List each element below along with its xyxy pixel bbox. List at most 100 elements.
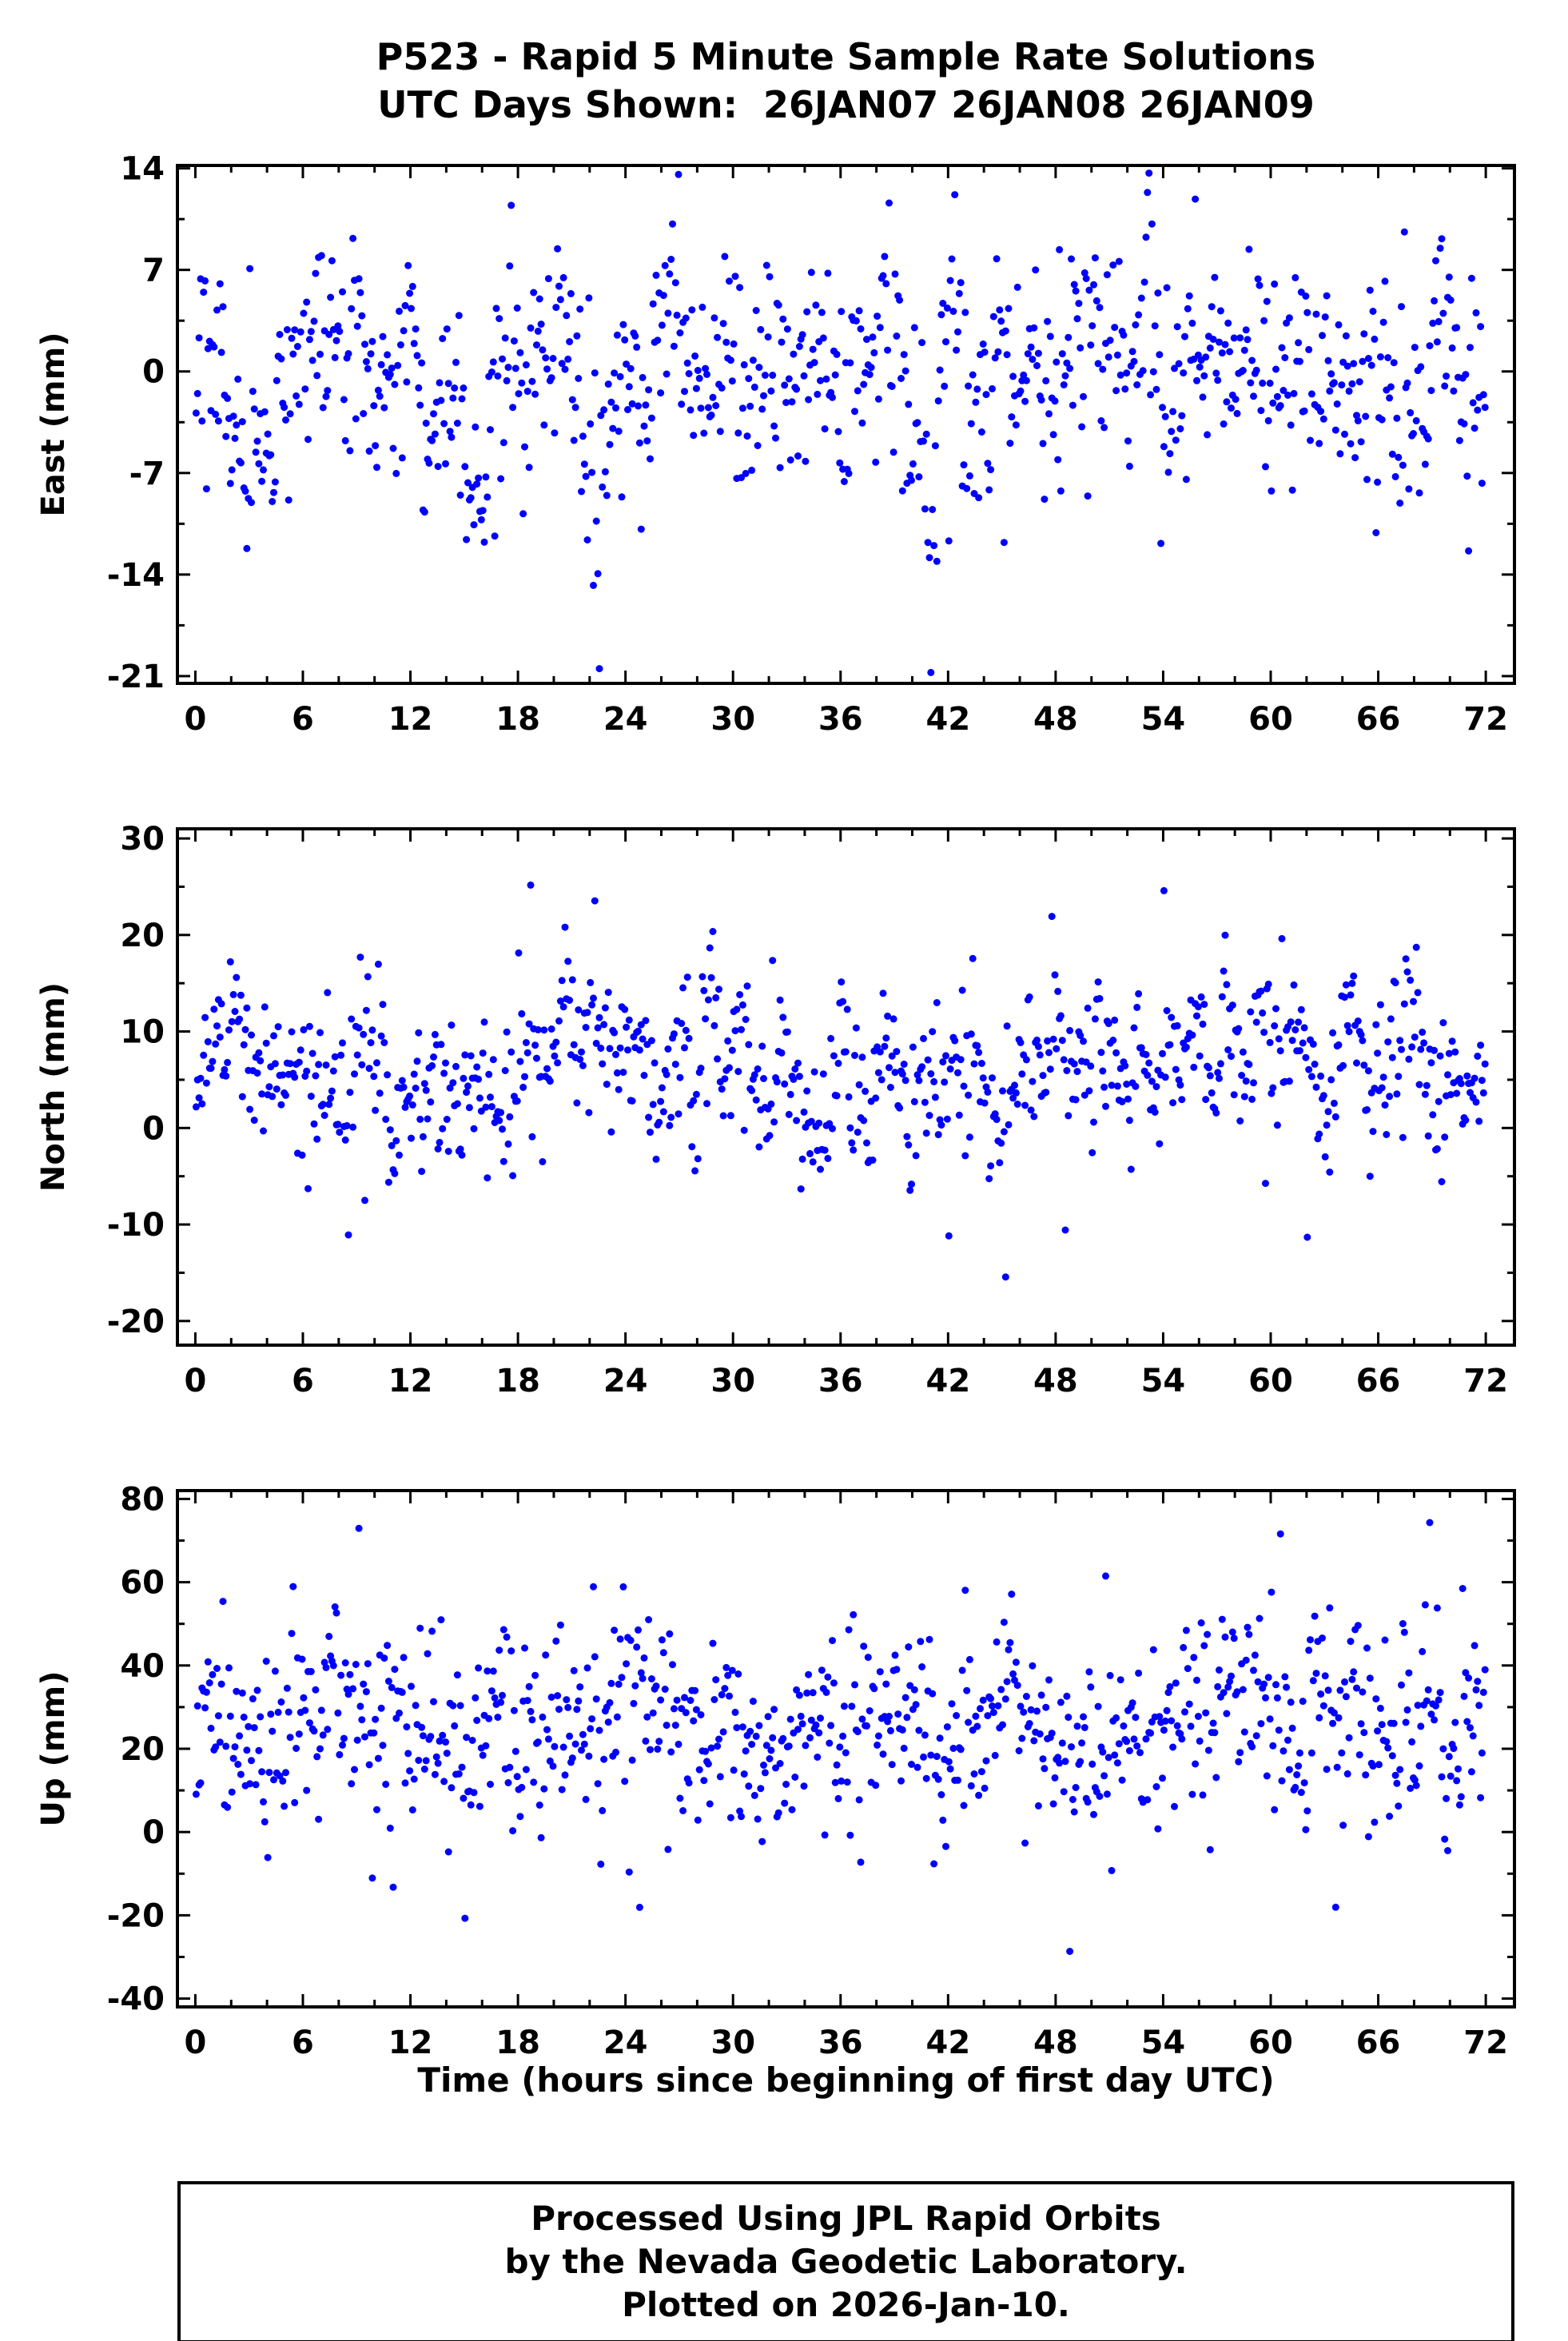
data-point [1341, 1678, 1348, 1686]
data-point [1285, 1077, 1293, 1085]
data-point [1272, 365, 1279, 373]
data-point [910, 324, 918, 332]
data-point [216, 1033, 224, 1041]
data-point [1383, 1131, 1391, 1138]
data-point [547, 374, 555, 382]
data-point [475, 1075, 483, 1083]
data-point [1343, 1021, 1351, 1029]
data-point [238, 1689, 246, 1697]
data-point [970, 1060, 978, 1068]
data-point [698, 973, 706, 981]
data-point [1147, 1729, 1155, 1737]
data-point [213, 1665, 221, 1672]
data-point [1077, 344, 1084, 352]
data-point [317, 252, 325, 260]
data-point [248, 1031, 255, 1039]
data-point [900, 351, 908, 359]
data-point [210, 343, 218, 351]
data-point [1000, 1618, 1008, 1626]
data-point [564, 1703, 572, 1711]
data-point [313, 372, 321, 380]
data-point [663, 1722, 671, 1730]
data-point [1288, 486, 1296, 494]
data-point [939, 1816, 947, 1824]
data-point [343, 1121, 351, 1129]
data-point [882, 280, 890, 288]
data-point [271, 478, 279, 486]
data-point [802, 1742, 810, 1750]
data-point [764, 333, 772, 341]
data-point [878, 1076, 885, 1084]
data-point [1111, 1016, 1119, 1024]
data-point [953, 1712, 961, 1719]
data-point [1432, 257, 1439, 265]
data-point [1348, 380, 1356, 388]
data-point [546, 1077, 554, 1085]
data-point [1431, 297, 1439, 305]
data-point [285, 496, 293, 504]
data-point [782, 1781, 790, 1788]
data-point [267, 1710, 275, 1718]
data-point [1360, 1729, 1368, 1737]
data-point [702, 1747, 710, 1755]
data-point [809, 1689, 817, 1697]
data-point [867, 364, 875, 372]
data-point [676, 1073, 684, 1081]
data-point [1271, 1022, 1279, 1029]
data-point [386, 1126, 394, 1134]
data-point [913, 1071, 921, 1079]
data-point [1290, 981, 1298, 989]
data-point [688, 306, 696, 314]
data-point [320, 1112, 328, 1119]
data-point [222, 432, 230, 440]
data-point [812, 301, 820, 309]
data-point [769, 1734, 777, 1742]
data-point [1175, 360, 1183, 368]
data-point [563, 1696, 571, 1704]
data-point [308, 1049, 316, 1057]
data-point [854, 1129, 862, 1137]
data-point [613, 1713, 621, 1721]
data-point [1053, 1045, 1061, 1053]
data-point [1400, 228, 1408, 236]
data-point [683, 973, 691, 981]
data-point [946, 1765, 954, 1773]
data-point [927, 1070, 935, 1077]
data-point [772, 434, 779, 442]
data-point [537, 1833, 545, 1841]
data-point [1073, 1068, 1081, 1076]
data-point [303, 1067, 311, 1075]
data-point [757, 325, 765, 333]
data-point [1450, 387, 1458, 395]
data-point [972, 398, 980, 406]
data-point [900, 1061, 908, 1068]
data-point [243, 1746, 251, 1754]
data-point [1073, 1722, 1081, 1730]
data-point [480, 538, 488, 546]
data-point [448, 1021, 456, 1029]
data-point [521, 1644, 528, 1652]
data-point [585, 1752, 593, 1760]
data-point [249, 1695, 257, 1702]
data-point [1068, 1743, 1075, 1751]
data-point [903, 1714, 911, 1722]
data-point [1094, 978, 1102, 986]
data-point [1276, 402, 1284, 409]
data-point [615, 1680, 623, 1688]
data-point [743, 432, 751, 440]
data-point [1398, 303, 1405, 311]
data-point [361, 340, 368, 348]
data-point [1388, 450, 1396, 458]
data-point [1171, 364, 1178, 372]
data-point [616, 1635, 624, 1643]
data-point [571, 404, 579, 412]
data-point [746, 1727, 754, 1735]
data-point [1111, 1751, 1119, 1759]
footer-line-3: Plotted on 2026-Jan-10. [622, 2284, 1070, 2324]
data-point [507, 1647, 515, 1655]
data-point [1479, 1089, 1487, 1097]
data-point [325, 331, 333, 338]
data-point [573, 332, 581, 340]
data-point [1132, 1714, 1140, 1722]
data-point [934, 1131, 942, 1139]
